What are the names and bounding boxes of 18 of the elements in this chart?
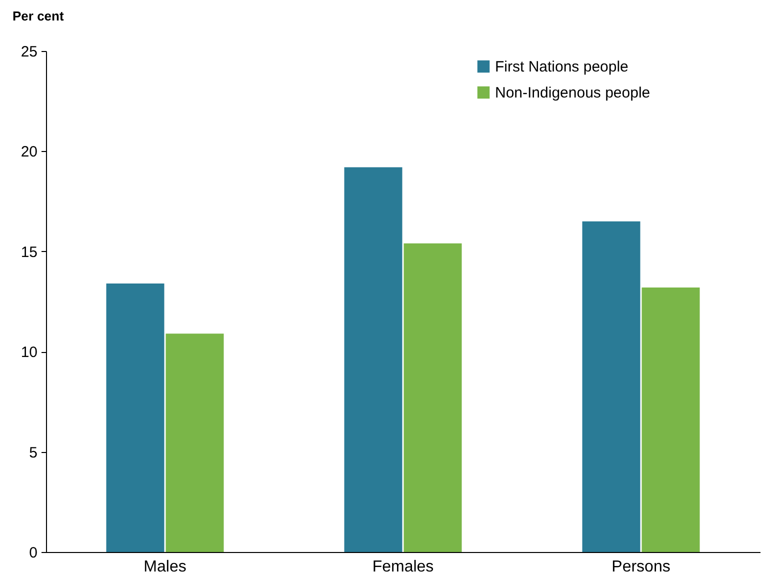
y-tick-label: 25 (20, 44, 38, 60)
y-tick-label: 20 (20, 144, 38, 161)
y-axis-title: Per cent (12, 8, 64, 24)
y-tick-label: 0 (29, 544, 38, 562)
bar (582, 221, 640, 552)
x-tick-label: Males (144, 558, 186, 576)
x-tick-label: Persons (612, 558, 670, 576)
y-tick-label: 5 (29, 444, 38, 462)
legend-label: First Nations people (495, 58, 628, 76)
x-tick-label: Females (372, 558, 434, 576)
y-tick-label: 10 (20, 344, 38, 362)
bar (404, 243, 462, 552)
bar (166, 334, 224, 552)
bar (642, 287, 700, 552)
bar (344, 167, 402, 552)
bar (106, 283, 164, 552)
y-tick-label: 15 (20, 244, 38, 261)
legend-label: Non-Indigenous people (495, 84, 650, 102)
